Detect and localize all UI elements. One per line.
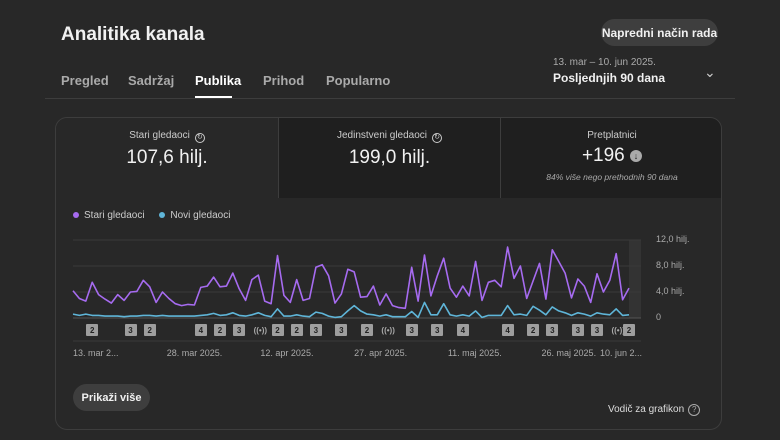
metric-value: 199,0 hilj.: [348, 147, 431, 168]
upload-count-marker[interactable]: 3: [335, 324, 348, 336]
active-tab-indicator: [195, 96, 232, 98]
x-tick-label: 13. mar 2...: [73, 348, 119, 358]
x-tick-label: 12. apr 2025.: [260, 348, 314, 358]
y-tick-label: 12,0 hilj.: [656, 234, 690, 244]
x-tick-label: 27. apr 2025.: [354, 348, 408, 358]
upload-count-marker[interactable]: 3: [233, 324, 246, 336]
show-more-button[interactable]: Prikaži više: [73, 384, 150, 411]
upload-count-marker[interactable]: 2: [527, 324, 540, 336]
x-tick-label: 26. maj 2025.: [541, 348, 597, 358]
metric-returning-viewers[interactable]: Stari gledaoci ↻ 107,6 hilj.: [56, 118, 278, 198]
upload-count-marker[interactable]: 3: [124, 324, 137, 336]
chart-legend: Stari gledaoci Novi gledaoci: [73, 210, 230, 221]
metric-value: +196: [581, 145, 625, 166]
legend-item-new[interactable]: Novi gledaoci: [159, 210, 230, 221]
y-tick-label: 4,0 hilj.: [656, 286, 685, 296]
upload-count-marker[interactable]: 2: [271, 324, 284, 336]
metric-comparison: 84% više nego prethodnih 90 dana: [546, 172, 678, 182]
metric-value: 107,6 hilj.: [126, 147, 208, 168]
tab-revenue[interactable]: Prihod: [263, 73, 305, 88]
metric-unique-viewers[interactable]: Jedinstveni gledaoci ↻ 199,0 hilj.: [278, 118, 500, 198]
live-stream-marker[interactable]: ((•)): [611, 325, 625, 335]
chart-panel: Stari gledaoci ↻ 107,6 hilj. Jedinstveni …: [55, 117, 722, 430]
x-tick-label: 11. maj 2025.: [447, 348, 502, 358]
series-line-new-viewers: [72, 301, 630, 319]
clock-icon: ↻: [432, 133, 443, 143]
upload-count-marker[interactable]: 3: [405, 324, 418, 336]
metric-label: Stari gledaoci: [129, 130, 190, 141]
page-title: Analitika kanala: [61, 24, 205, 45]
metric-label: Pretplatnici: [587, 130, 637, 141]
upload-count-marker[interactable]: 3: [546, 324, 559, 336]
upload-count-marker[interactable]: 3: [431, 324, 444, 336]
advanced-mode-button[interactable]: Napredni način rada: [601, 19, 718, 46]
upload-count-marker[interactable]: 2: [213, 324, 226, 336]
clock-icon: ↻: [194, 133, 205, 143]
upload-count-marker[interactable]: 4: [501, 324, 514, 336]
today-shade: [629, 240, 641, 318]
upload-count-marker[interactable]: 2: [143, 324, 156, 336]
tab-trending[interactable]: Popularno: [326, 73, 391, 88]
x-tick-label: 10. jun 2...: [600, 348, 643, 358]
date-period[interactable]: Posljednjih 90 dana: [553, 71, 666, 85]
upload-count-marker[interactable]: 3: [591, 324, 604, 336]
live-stream-marker[interactable]: ((•)): [381, 325, 395, 335]
live-stream-marker[interactable]: ((•)): [253, 325, 268, 335]
upload-count-marker[interactable]: 2: [623, 324, 635, 336]
upload-count-marker[interactable]: 2: [360, 324, 373, 336]
arrow-down-circle-icon: ↓: [630, 150, 643, 162]
upload-count-marker[interactable]: 3: [309, 324, 322, 336]
y-tick-label: 8,0 hilj.: [656, 260, 685, 270]
help-icon: ?: [688, 404, 701, 416]
tab-content[interactable]: Sadržaj: [128, 73, 175, 88]
chevron-down-icon[interactable]: ⌄: [704, 64, 716, 80]
chart-guide-link[interactable]: Vodič za grafikon?: [608, 404, 701, 416]
upload-count-marker[interactable]: 3: [571, 324, 584, 336]
upload-count-marker[interactable]: 2: [290, 324, 303, 336]
tab-audience[interactable]: Publika: [195, 73, 242, 88]
series-line-returning-viewers: [72, 246, 630, 310]
legend-dot: [73, 212, 79, 218]
y-tick-label: 0: [656, 312, 662, 322]
date-range[interactable]: 13. mar – 10. jun 2025.: [553, 57, 656, 68]
legend-item-old[interactable]: Stari gledaoci: [73, 210, 145, 221]
metric-label: Jedinstveni gledaoci: [336, 130, 428, 141]
upload-count-marker[interactable]: 2: [86, 324, 99, 336]
tab-overview[interactable]: Pregled: [61, 73, 109, 88]
upload-count-marker[interactable]: 4: [194, 324, 207, 336]
divider: [45, 98, 735, 99]
legend-dot: [159, 212, 166, 218]
upload-count-marker[interactable]: 4: [456, 324, 469, 336]
metric-subscribers[interactable]: Pretplatnici +196 ↓ 84% više nego pretho…: [500, 118, 721, 198]
x-tick-label: 28. mar 2025.: [166, 348, 223, 358]
